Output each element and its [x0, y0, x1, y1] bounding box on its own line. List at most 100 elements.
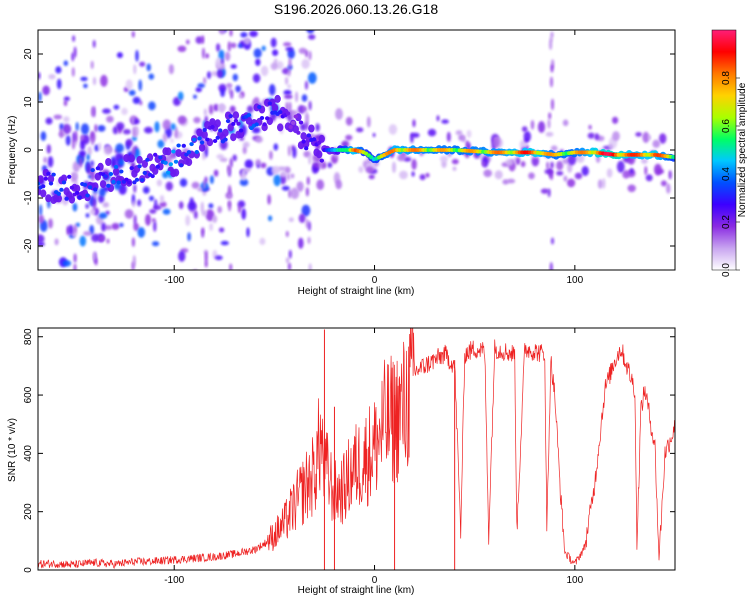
spectrogram-speckle — [270, 37, 277, 48]
ridge-core-mark — [311, 137, 317, 142]
spectrogram-speckle — [178, 250, 186, 262]
spectrogram-speckle — [118, 158, 125, 166]
spectrogram-streak — [74, 172, 78, 179]
spectrogram-speckle — [612, 116, 619, 124]
spectrogram-speckle — [268, 84, 276, 96]
spectrogram-streak — [308, 100, 312, 111]
spectrogram-streak — [547, 119, 551, 129]
spectrogram-speckle — [232, 73, 238, 82]
spectrogram-speckle — [419, 174, 426, 181]
spectrogram-speckle — [74, 305, 78, 310]
spectrogram-speckle — [121, 107, 128, 115]
spectrogram-speckle — [216, 69, 224, 79]
spectrogram-speckle — [62, 260, 72, 267]
spectrogram-speckle — [238, 94, 243, 99]
ridge-core-mark — [116, 180, 121, 185]
spectrogram-streak — [133, 64, 137, 75]
spectrogram-speckle — [189, 197, 194, 205]
spectrogram-speckle — [308, 34, 316, 40]
spectrogram-speckle — [668, 170, 672, 180]
spectrogram-speckle — [153, 220, 157, 232]
spectrogram-speckle — [217, 104, 226, 111]
ridge-core-mark — [228, 114, 233, 119]
spectrogram-speckle — [168, 64, 174, 75]
spectrogram-speckle — [211, 71, 218, 77]
spectrogram-speckle — [75, 222, 80, 227]
spectrogram-speckle — [306, 30, 315, 34]
spectrogram-streak — [548, 167, 552, 179]
spectrogram-speckle — [135, 49, 139, 62]
spectrogram-speckle — [411, 171, 415, 177]
spectrogram-streak — [90, 60, 94, 70]
spectrogram-speckle — [271, 165, 280, 175]
ridge-outer-mark — [105, 158, 112, 166]
spectrogram-speckle — [365, 166, 375, 174]
spectrogram-speckle — [285, 46, 294, 52]
spectrogram-speckle — [648, 135, 651, 140]
spectrogram-speckle — [212, 215, 218, 224]
ridge-core-mark — [82, 182, 88, 187]
spectrogram-streak — [305, 218, 309, 229]
spectrogram-speckle — [627, 184, 636, 193]
spectrogram-speckle — [287, 84, 291, 89]
spectrogram-speckle — [562, 119, 569, 127]
spectrogram-speckle — [243, 37, 251, 45]
spectrogram-speckle — [177, 45, 187, 52]
ridge-core-mark — [113, 164, 119, 169]
spectrogram-speckle — [316, 179, 325, 190]
ridge-core-mark — [267, 101, 272, 106]
spectrogram-speckle — [216, 43, 221, 52]
y-tick-label: 400 — [23, 445, 34, 462]
spectrogram-speckle — [284, 94, 293, 99]
x-tick-label: 0 — [372, 575, 378, 586]
ridge-core-mark — [69, 185, 75, 190]
ridge-outer-mark — [38, 175, 44, 184]
spectrogram-speckle — [38, 242, 45, 247]
ridge-outer-mark — [271, 103, 279, 112]
spectrogram-speckle — [185, 215, 191, 226]
spectrogram-speckle — [220, 88, 226, 97]
spectrogram-speckle — [54, 238, 59, 246]
spectrogram-speckle — [162, 119, 172, 130]
spectrogram-speckle — [156, 179, 163, 187]
spectrogram-speckle — [261, 45, 266, 51]
spectrogram-speckle — [214, 255, 223, 261]
x-tick-label: 0 — [372, 275, 378, 286]
spectrogram-speckle — [153, 205, 162, 210]
spectrogram-speckle — [80, 134, 85, 141]
y-tick-label: -10 — [23, 190, 34, 205]
spectrogram-speckle — [91, 304, 96, 313]
x-tick-label: -100 — [164, 575, 184, 586]
spectrogram-speckle — [115, 143, 124, 153]
spectrogram-x-label: Height of straight line (km) — [298, 286, 415, 297]
spectrogram-speckle — [152, 241, 160, 247]
spectrogram-speckle — [283, 42, 292, 47]
spectrogram-speckle — [131, 136, 137, 142]
spectrogram-speckle — [47, 156, 54, 168]
ridge-core-mark — [293, 114, 298, 119]
colorbar-gradient — [711, 29, 737, 271]
ridge-core-mark — [93, 187, 98, 192]
spectrogram-streak — [548, 112, 552, 120]
spectrogram-speckle — [273, 143, 279, 151]
spectrogram-streak — [204, 176, 208, 184]
colorbar-tick-label: 0.8 — [721, 71, 732, 85]
spectrogram-speckle — [272, 49, 279, 56]
spectrogram-speckle — [116, 122, 125, 131]
spectrogram-speckle — [185, 39, 190, 45]
ridge-core-mark — [176, 143, 181, 148]
spectrogram-speckle — [425, 172, 430, 178]
spectrogram-speckle — [103, 310, 112, 321]
spectrogram-speckle — [98, 188, 106, 197]
ridge-core-mark — [46, 171, 51, 176]
spectrogram-speckle — [516, 157, 520, 166]
spectrogram-speckle — [220, 240, 229, 246]
spectrogram-streak — [288, 249, 292, 259]
spectrogram-speckle — [230, 64, 237, 69]
ridge-outer-mark — [47, 174, 55, 183]
spectrogram-speckle — [372, 133, 376, 137]
spectrogram-speckle — [142, 186, 150, 194]
snr-y-label: SNR (10 * v/v) — [7, 418, 18, 482]
spectrogram-speckle — [174, 126, 178, 139]
spectrogram-speckle — [280, 171, 287, 178]
